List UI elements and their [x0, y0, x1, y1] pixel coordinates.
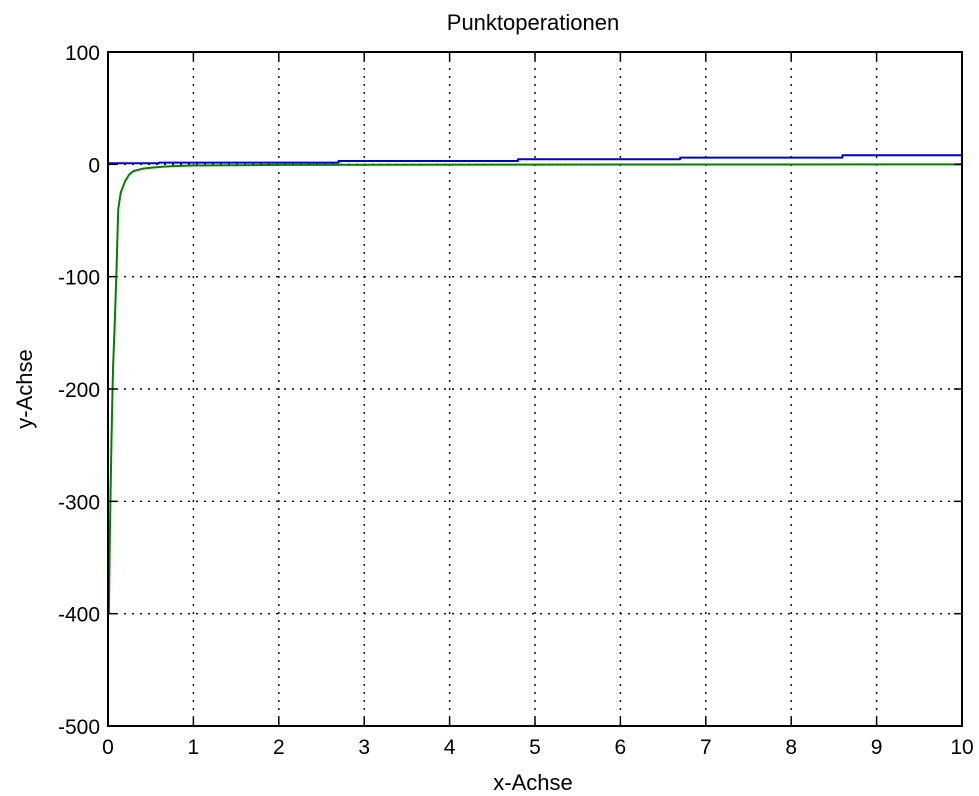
y-tick-label: -200 [58, 379, 100, 402]
y-tick-label: 0 [88, 154, 100, 177]
x-tick-label: 2 [273, 736, 285, 759]
y-tick-label: 100 [65, 42, 100, 65]
y-tick-label: -400 [58, 604, 100, 627]
x-tick-label: 9 [871, 736, 883, 759]
series-layer [107, 154, 963, 614]
x-tick-label: 5 [529, 736, 541, 759]
x-tick-label: 1 [188, 736, 200, 759]
x-tick-label: 7 [700, 736, 712, 759]
x-tick-label: 10 [950, 736, 973, 759]
series-line-2 [107, 163, 963, 614]
axis-ticks: 0 1 2 3 4 5 6 7 8 9 10 100 0 -100 -200 -300 -400 -500 [58, 42, 974, 759]
chart-title: Punktoperationen [447, 10, 619, 35]
x-tick-label: 8 [785, 736, 797, 759]
y-axis-label: y-Achse [12, 349, 37, 428]
x-tick-label: 4 [444, 736, 456, 759]
x-tick-label: 0 [102, 736, 114, 759]
x-tick-label: 6 [615, 736, 627, 759]
y-tick-label: -300 [58, 491, 100, 514]
x-tick-label: 3 [358, 736, 370, 759]
y-tick-label: -500 [58, 716, 100, 739]
y-tick-label: -100 [58, 267, 100, 290]
series-line-1 [108, 154, 962, 165]
x-axis-label: x-Achse [493, 770, 572, 795]
